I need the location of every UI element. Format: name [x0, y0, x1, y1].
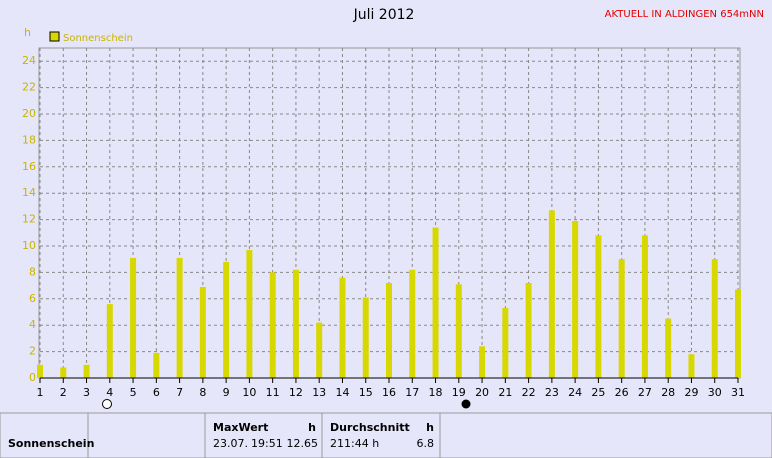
bar: [595, 235, 602, 378]
cell: 19:51: [251, 437, 283, 450]
y-tick-label: 10: [22, 239, 36, 252]
x-tick-label: 26: [615, 386, 629, 399]
column-unit: h: [308, 421, 316, 434]
bar: [711, 259, 718, 378]
cell: 23.07.: [213, 437, 248, 450]
x-tick-label: 17: [405, 386, 419, 399]
bar: [735, 289, 741, 378]
bar: [130, 257, 137, 378]
x-tick-label: 9: [223, 386, 230, 399]
x-tick-label: 16: [382, 386, 396, 399]
x-tick-label: 27: [638, 386, 652, 399]
bar: [60, 367, 67, 378]
x-tick-label: 3: [83, 386, 90, 399]
y-axis-label: h: [24, 26, 31, 39]
legend-swatch: [49, 31, 60, 42]
column-unit: h: [426, 421, 434, 434]
x-tick-label: 2: [60, 386, 67, 399]
bar: [339, 277, 346, 378]
x-tick-label: 22: [522, 386, 536, 399]
x-tick-label: 8: [199, 386, 206, 399]
bar: [246, 249, 253, 378]
bar: [153, 352, 160, 378]
x-tick-label: 20: [475, 386, 489, 399]
y-tick-label: 18: [22, 133, 36, 146]
row-label: Sonnenschein: [8, 437, 94, 450]
summary-table: Sonnenschein MaxWert h 23.07. 19:51 12.6…: [0, 412, 772, 458]
y-tick-label: 22: [22, 81, 36, 94]
bar: [292, 269, 299, 378]
bar: [641, 235, 648, 378]
x-tick-label: 23: [545, 386, 559, 399]
x-tick-label: 25: [591, 386, 605, 399]
cell: 211:44 h: [330, 437, 379, 450]
table-bg: [0, 412, 772, 458]
bar: [269, 272, 276, 378]
bar: [37, 364, 43, 378]
bar: [362, 297, 369, 378]
column-header: MaxWert: [213, 421, 268, 434]
column-header: Durchschnitt: [330, 421, 410, 434]
x-tick-label: 12: [289, 386, 303, 399]
x-tick-label: 4: [106, 386, 113, 399]
y-tick-label: 2: [29, 345, 36, 358]
bar: [548, 210, 555, 378]
y-tick-label: 14: [22, 186, 36, 199]
bar: [525, 282, 532, 378]
y-tick-label: 6: [29, 292, 36, 305]
y-tick-label: 0: [29, 371, 36, 384]
x-tick-label: 13: [312, 386, 326, 399]
cell: 12.65: [287, 437, 319, 450]
bar: [316, 322, 323, 378]
cell: 6.8: [417, 437, 435, 450]
moon-icon: [102, 399, 112, 409]
bar: [106, 304, 113, 378]
y-tick-label: 20: [22, 107, 36, 120]
y-tick-label: 4: [29, 318, 36, 331]
station-label: AKTUELL IN ALDINGEN 654mNN: [605, 9, 764, 20]
bar: [432, 227, 439, 378]
x-tick-label: 15: [359, 386, 373, 399]
y-tick-label: 16: [22, 160, 36, 173]
chart-title: Juli 2012: [353, 7, 415, 23]
bar: [455, 284, 462, 378]
bar: [502, 308, 509, 378]
bar: [688, 354, 695, 378]
x-tick-label: 5: [130, 386, 137, 399]
y-tick-label: 8: [29, 265, 36, 278]
x-tick-label: 21: [498, 386, 512, 399]
bar: [386, 282, 392, 378]
x-tick-label: 1: [37, 386, 44, 399]
y-tick-label: 12: [22, 213, 36, 226]
bar: [665, 318, 672, 378]
x-tick-label: 28: [661, 386, 675, 399]
y-tick-label: 24: [22, 54, 36, 67]
x-tick-label: 10: [242, 386, 256, 399]
bar: [618, 259, 625, 378]
x-tick-label: 30: [708, 386, 722, 399]
bar: [83, 364, 90, 378]
x-tick-label: 11: [266, 386, 280, 399]
x-tick-label: 29: [684, 386, 698, 399]
bar: [572, 220, 579, 378]
x-tick-label: 24: [568, 386, 582, 399]
x-tick-label: 18: [429, 386, 443, 399]
x-tick-label: 7: [176, 386, 183, 399]
x-tick-label: 6: [153, 386, 160, 399]
legend-label: Sonnenschein: [63, 33, 133, 44]
x-tick-label: 19: [452, 386, 466, 399]
bar: [176, 257, 183, 378]
bar: [409, 269, 416, 378]
bar: [479, 346, 486, 378]
moon-icon: [461, 399, 471, 409]
bar: [223, 261, 230, 378]
x-tick-label: 14: [335, 386, 349, 399]
bar: [199, 286, 206, 378]
x-tick-label: 31: [731, 386, 745, 399]
